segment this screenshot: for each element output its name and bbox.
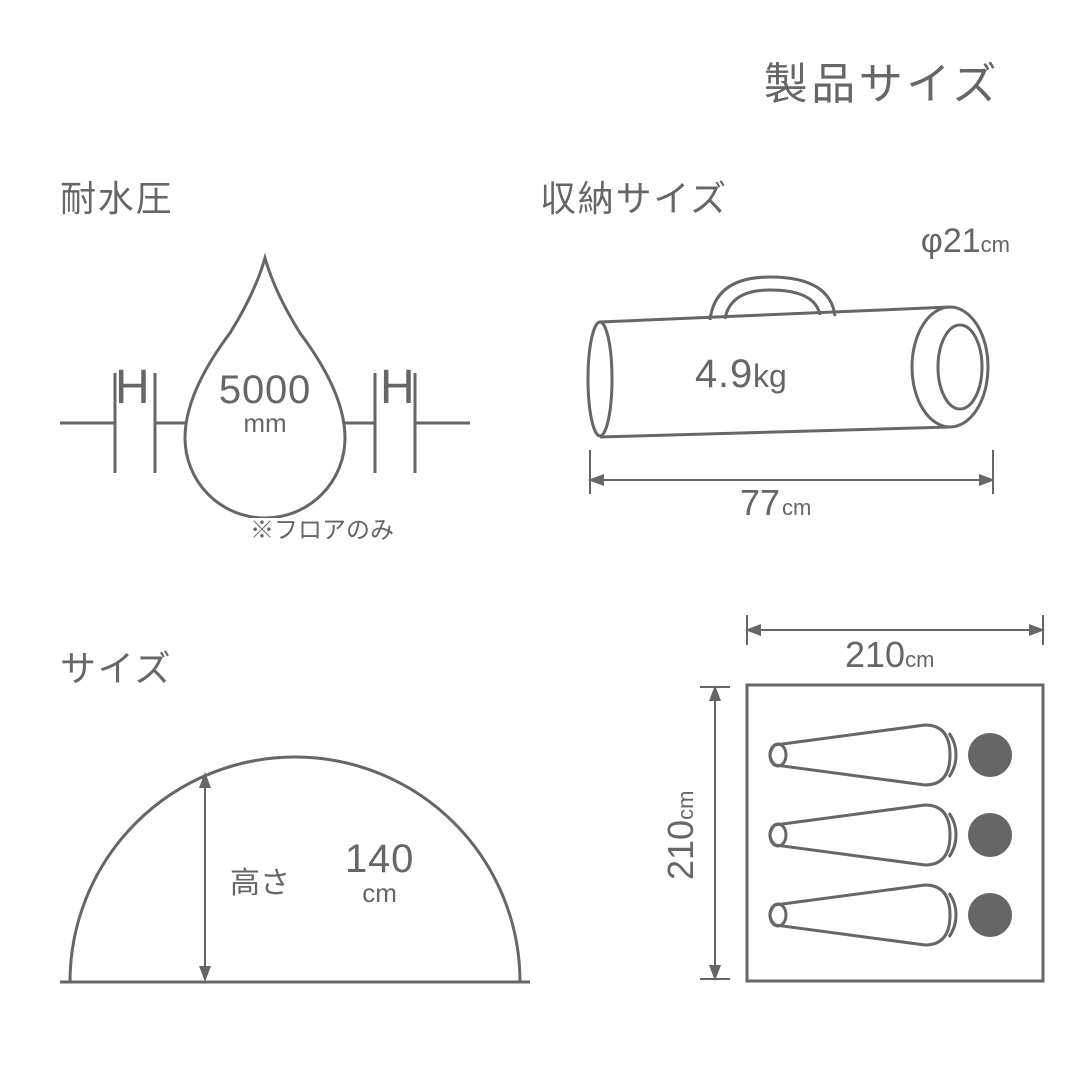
floor-panel: 210cm 210cm: [650, 600, 1070, 1045]
floor-depth-unit: cm: [673, 791, 698, 820]
page-title: 製品サイズ: [764, 48, 1000, 112]
packed-weight-value: 4.9: [695, 352, 753, 396]
floor-width-unit: cm: [905, 647, 934, 672]
packed-diameter: φ21cm: [921, 222, 1010, 261]
floor-width-value: 210: [845, 634, 905, 675]
floor-depth: 210cm: [660, 791, 702, 880]
height-value-group: 140 cm: [345, 838, 414, 907]
water-panel: 耐水圧 H H 5000 mm ※フロアのみ: [60, 170, 470, 523]
packed-diameter-unit: cm: [981, 232, 1010, 257]
dome-icon: [60, 722, 530, 1022]
water-h-left: H: [115, 360, 150, 415]
packed-length-unit: cm: [782, 495, 811, 520]
packed-weight-unit: kg: [753, 358, 787, 394]
bag-icon: [540, 222, 1040, 522]
packed-label: 収納サイズ: [540, 170, 1040, 222]
water-value-group: 5000 mm: [210, 370, 320, 436]
height-label: サイズ: [60, 640, 530, 692]
water-h-right: H: [380, 360, 415, 415]
packed-length: 77cm: [740, 482, 811, 524]
height-unit: cm: [362, 878, 397, 908]
height-panel: サイズ 高さ 140 cm: [60, 640, 530, 1027]
packed-panel: 収納サイズ φ21cm 4.9kg 77cm: [540, 170, 1040, 527]
height-value: 140: [345, 837, 414, 881]
packed-length-value: 77: [740, 482, 780, 523]
water-label: 耐水圧: [60, 170, 470, 222]
water-value: 5000: [219, 368, 311, 412]
floor-width: 210cm: [845, 634, 934, 676]
floor-depth-value: 210: [660, 820, 701, 880]
water-unit: mm: [243, 408, 286, 438]
packed-weight: 4.9kg: [695, 352, 787, 397]
packed-diameter-value: φ21: [921, 222, 981, 260]
height-sub-label: 高さ: [230, 858, 290, 902]
water-note: ※フロアのみ: [250, 510, 394, 545]
